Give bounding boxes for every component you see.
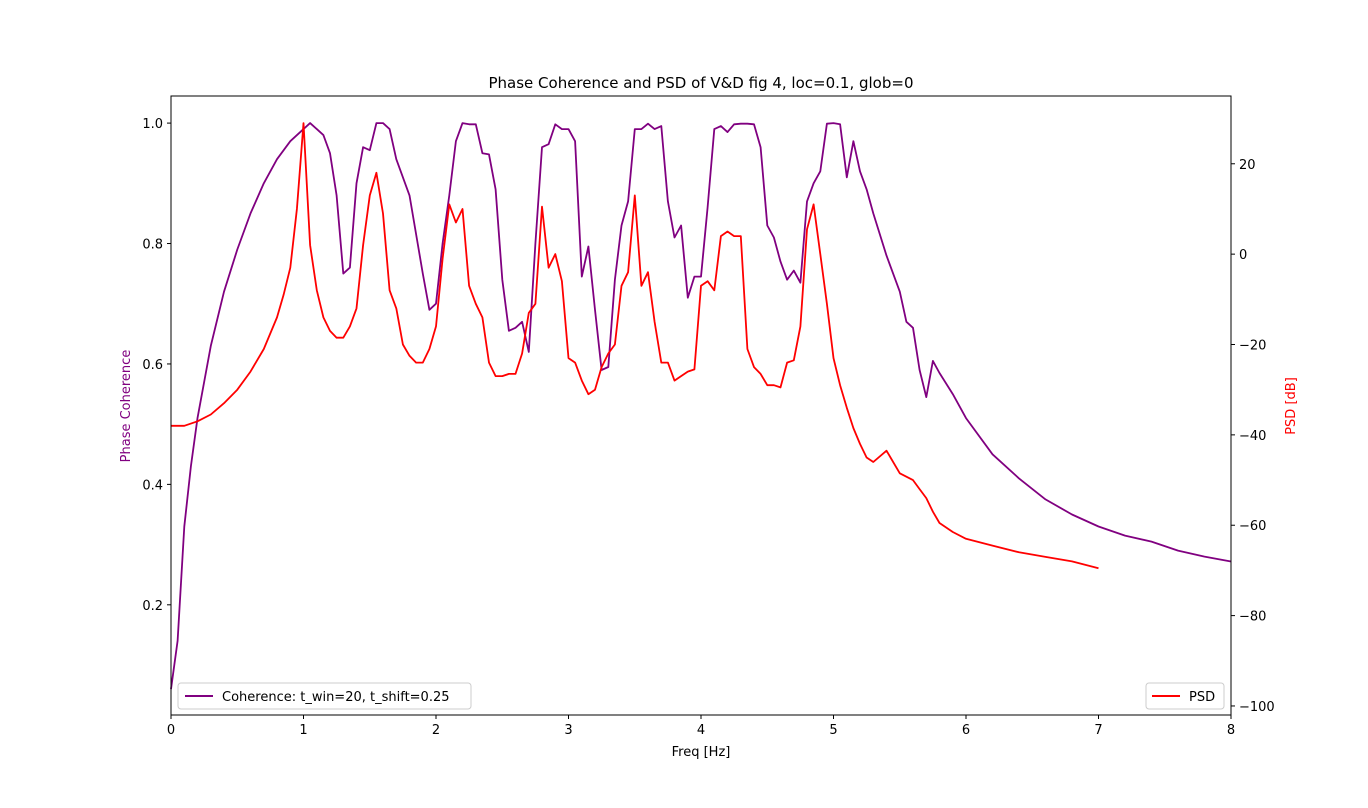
right-tick-label: −80	[1239, 610, 1266, 625]
legend-coherence-label: Coherence: t_win=20, t_shift=0.25	[222, 690, 450, 705]
x-axis-label: Freq [Hz]	[672, 745, 731, 760]
left-tick-label: 0.4	[142, 478, 163, 493]
legend-psd-label: PSD	[1189, 690, 1215, 705]
series-layer	[170, 122, 1232, 690]
x-tick-label: 4	[697, 723, 705, 738]
x-tick-label: 1	[299, 723, 307, 738]
legend-psd: PSD	[1145, 682, 1225, 710]
right-tick-label: 20	[1239, 158, 1256, 173]
right-tick-label: −60	[1239, 519, 1266, 534]
coherence-line	[170, 122, 1232, 690]
x-axis-ticks: 0 1 2 3 4 5 6 7 8	[167, 715, 1235, 738]
left-axis-ticks: 0.2 0.4 0.6 0.8 1.0	[142, 117, 171, 614]
left-tick-label: 0.8	[142, 238, 163, 253]
right-tick-label: −20	[1239, 339, 1266, 354]
legend-coherence: Coherence: t_win=20, t_shift=0.25	[177, 682, 472, 710]
x-tick-label: 0	[167, 723, 175, 738]
right-tick-label: −40	[1239, 429, 1266, 444]
x-tick-label: 3	[564, 723, 572, 738]
left-axis-label: Phase Coherence	[119, 350, 134, 463]
left-tick-label: 0.2	[142, 599, 163, 614]
x-tick-label: 8	[1227, 723, 1235, 738]
right-tick-label: −100	[1239, 700, 1275, 715]
right-axis-ticks: −100 −80 −60 −40 −20 0 20	[1231, 158, 1275, 715]
legend-coherence-box	[177, 682, 472, 710]
psd-line	[171, 122, 1099, 570]
right-axis-label: PSD [dB]	[1284, 377, 1299, 435]
left-tick-label: 0.6	[142, 358, 163, 373]
chart-title: Phase Coherence and PSD of V&D fig 4, lo…	[488, 74, 913, 92]
x-tick-label: 6	[962, 723, 970, 738]
x-tick-label: 5	[829, 723, 837, 738]
x-tick-label: 7	[1094, 723, 1102, 738]
legend-psd-box	[1145, 682, 1225, 710]
left-tick-label: 1.0	[142, 117, 163, 132]
right-tick-label: 0	[1239, 248, 1247, 263]
x-tick-label: 2	[432, 723, 440, 738]
